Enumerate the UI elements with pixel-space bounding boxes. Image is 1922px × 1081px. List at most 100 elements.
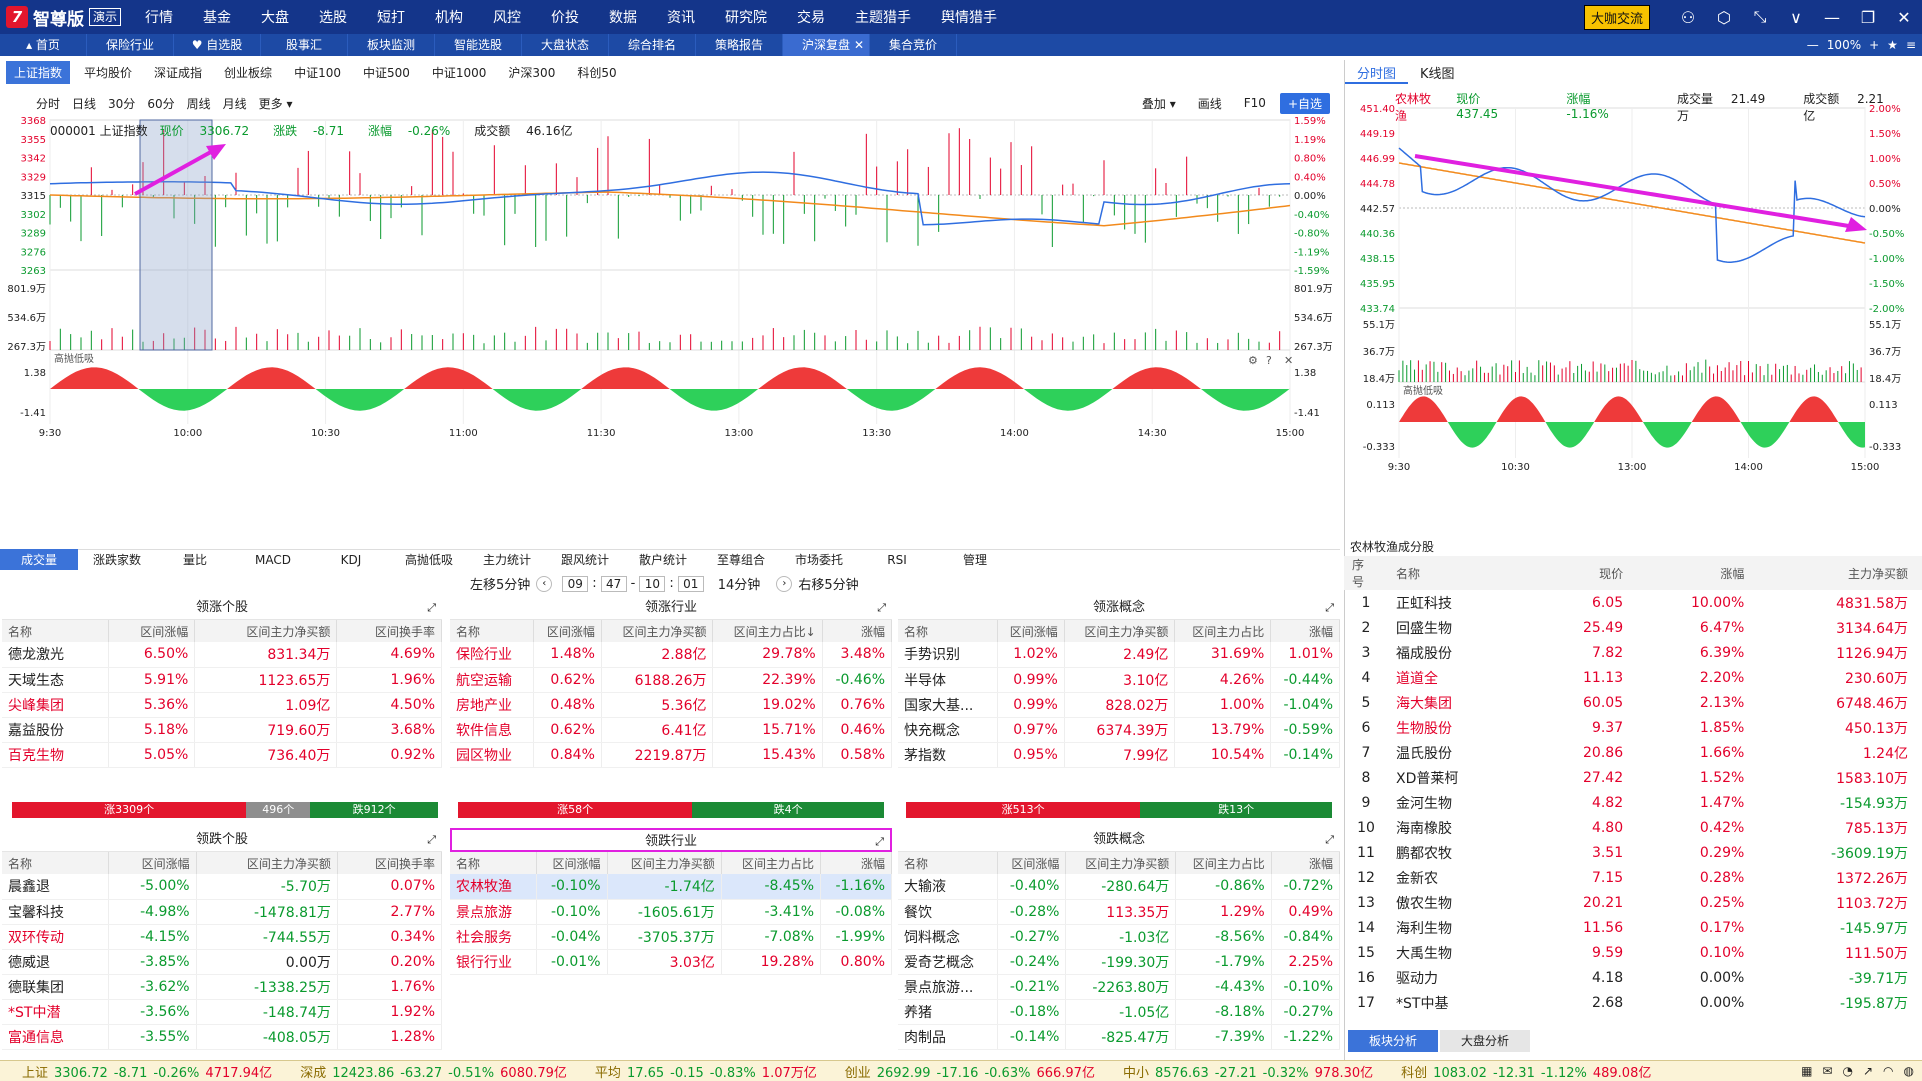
menu-item[interactable]: 风控: [493, 10, 522, 26]
zoom-out-icon[interactable]: —: [1806, 38, 1819, 52]
column-header[interactable]: 名称: [2, 852, 109, 874]
index-tab[interactable]: 沪深300: [508, 65, 556, 80]
table-row[interactable]: 房地产业 0.48% 5.36亿 19.02% 0.76%: [450, 692, 893, 718]
shift-right-icon[interactable]: ›: [776, 575, 793, 592]
selected-range[interactable]: [139, 119, 213, 351]
status-index[interactable]: 中小 8576.63 -27.21 -0.32% 978.30亿: [1123, 1062, 1379, 1081]
menu-item[interactable]: 主题猎手: [855, 10, 912, 26]
f10-button[interactable]: F10: [1243, 96, 1266, 110]
indicator-tab[interactable]: KDJ: [340, 552, 362, 567]
menu-item[interactable]: 短打: [377, 10, 406, 26]
tab-item[interactable]: ♥ 自选股: [174, 34, 261, 56]
pin-icon[interactable]: ⤡: [1753, 7, 1767, 26]
tab-item[interactable]: 策略报告: [696, 34, 783, 56]
column-header[interactable]: 涨幅: [1270, 620, 1340, 642]
table-row[interactable]: 尖峰集团 5.36% 1.09亿 4.50%: [2, 692, 442, 718]
table-row[interactable]: 茅指数 0.95% 7.99亿 10.54% -0.14%: [898, 742, 1340, 768]
minimize-icon[interactable]: ∨: [1790, 7, 1802, 27]
indicator-tab[interactable]: RSI: [887, 552, 907, 567]
table-row[interactable]: 12 金新农 7.15 0.28% 1372.26万: [1344, 865, 1922, 890]
period-tab[interactable]: 月线: [223, 95, 247, 112]
start-hour[interactable]: 09: [562, 575, 589, 592]
column-header[interactable]: 序号: [1344, 556, 1388, 590]
table-row[interactable]: 17 *ST中基 2.68 0.00% -195.87万: [1344, 990, 1922, 1015]
table-row[interactable]: 4 道道全 11.13 2.20% 230.60万: [1344, 665, 1922, 690]
column-header[interactable]: 区间换手率: [337, 852, 443, 874]
restore-icon[interactable]: ❐: [1860, 7, 1876, 27]
table-row[interactable]: 11 鹏都农牧 3.51 0.29% -3609.19万: [1344, 840, 1922, 865]
table-row[interactable]: 社会服务 -0.04% -3705.37万 -7.08% -1.99%: [450, 924, 892, 950]
shift-right-label[interactable]: 右移5分钟: [798, 578, 859, 593]
user-icon[interactable]: ⚇: [1680, 7, 1696, 27]
overlay-dropdown[interactable]: 叠加 ▾: [1141, 96, 1176, 111]
table-row[interactable]: 爱奇艺概念 -0.24% -199.30万 -1.79% 2.25%: [898, 949, 1341, 975]
tab-item[interactable]: 智能选股: [435, 34, 522, 56]
app-logo[interactable]: 7 智尊版 演示: [0, 0, 129, 34]
column-header[interactable]: 区间涨幅: [997, 620, 1065, 642]
table-row[interactable]: 14 海利生物 11.56 0.17% -145.97万: [1344, 915, 1922, 940]
index-tab[interactable]: 中证500: [362, 65, 410, 80]
table-row[interactable]: 德联集团 -3.62% -1338.25万 1.76%: [2, 974, 443, 1000]
expand-icon[interactable]: ⤢: [1325, 601, 1334, 614]
indicator-tab[interactable]: 成交量: [0, 549, 78, 570]
indicator-tab[interactable]: 管理: [962, 553, 987, 567]
column-header[interactable]: 涨幅: [1637, 556, 1759, 590]
table-row[interactable]: 8 XD普莱柯 27.42 1.52% 1583.10万: [1344, 765, 1922, 790]
menu-item[interactable]: 数据: [609, 10, 638, 26]
wifi-icon[interactable]: ◠: [1883, 1064, 1894, 1078]
star-icon[interactable]: ★: [1887, 38, 1898, 52]
column-header[interactable]: 区间换手率: [336, 620, 442, 642]
tab-item[interactable]: ▴ 首页: [0, 34, 87, 56]
column-header[interactable]: 区间主力占比: [1174, 620, 1272, 642]
period-tab[interactable]: 更多 ▾: [259, 95, 293, 112]
table-row[interactable]: 晨鑫退 -5.00% -5.70万 0.07%: [2, 874, 443, 900]
column-header[interactable]: 名称: [450, 620, 535, 642]
status-index[interactable]: 平均 17.65 -0.15 -0.83% 1.07万亿: [595, 1062, 823, 1081]
indicator-tab[interactable]: 涨跌家数: [92, 553, 141, 567]
table-row[interactable]: 天域生态 5.91% 1123.65万 1.96%: [2, 667, 442, 693]
period-tab[interactable]: 周线: [187, 95, 211, 112]
table-row[interactable]: *ST中潜 -3.56% -148.74万 1.92%: [2, 999, 443, 1025]
expand-icon[interactable]: ⤢: [427, 601, 436, 614]
table-row[interactable]: 快充概念 0.97% 6374.39万 13.79% -0.59%: [898, 717, 1340, 743]
settings-icon[interactable]: ⬡: [1717, 7, 1731, 27]
table-row[interactable]: 手势识别 1.02% 2.49亿 31.69% 1.01%: [898, 642, 1340, 668]
table-row[interactable]: 饲料概念 -0.27% -1.03亿 -8.56% -0.84%: [898, 924, 1341, 950]
table-row[interactable]: 15 大禹生物 9.59 0.10% 111.50万: [1344, 940, 1922, 965]
add-watchlist-button[interactable]: +自选: [1279, 92, 1330, 114]
menu-item[interactable]: 行情: [145, 10, 174, 26]
column-header[interactable]: 名称: [2, 620, 110, 642]
bigshot-button[interactable]: 大咖交流: [1583, 4, 1650, 30]
table-row[interactable]: 宝馨科技 -4.98% -1478.81万 2.77%: [2, 899, 443, 925]
table-row[interactable]: 富通信息 -3.55% -408.05万 1.28%: [2, 1024, 443, 1050]
index-tab[interactable]: 中证100: [294, 65, 341, 80]
tab-item[interactable]: 综合排名: [609, 34, 696, 56]
column-header[interactable]: 区间主力净买额: [601, 620, 714, 642]
min-window-icon[interactable]: —: [1824, 7, 1840, 27]
close-icon[interactable]: ✕: [1897, 7, 1911, 27]
tab-item[interactable]: 保险行业: [87, 34, 174, 56]
menu-item[interactable]: 基金: [203, 10, 232, 26]
table-row[interactable]: 农林牧渔 -0.10% -1.74亿 -8.45% -1.16%: [450, 874, 892, 900]
index-tab[interactable]: 科创50: [577, 65, 617, 80]
table-row[interactable]: 半导体 0.99% 3.10亿 4.26% -0.44%: [898, 667, 1340, 693]
table-row[interactable]: 景点旅游 -0.10% -1605.61万 -3.41% -0.08%: [450, 899, 892, 925]
menu-item[interactable]: 大盘: [261, 10, 290, 26]
index-tab[interactable]: 中证1000: [431, 65, 487, 80]
column-header[interactable]: 名称: [898, 620, 998, 642]
message-icon[interactable]: ✉: [1822, 1064, 1833, 1078]
table-row[interactable]: 10 海南橡胶 4.80 0.42% 785.13万: [1344, 815, 1922, 840]
tab-item[interactable]: 股事汇: [261, 34, 348, 56]
indicator-tab[interactable]: 主力统计: [482, 553, 531, 567]
column-header[interactable]: 名称: [898, 852, 999, 874]
close-icon[interactable]: ✕: [1284, 354, 1293, 367]
index-tab[interactable]: 上证指数: [6, 60, 71, 84]
main-intraday-chart[interactable]: 3368 1.59% 3355 1.19% 3342 0.80% 3329 0.40% 3315…: [0, 114, 1340, 544]
expand-icon[interactable]: ⤢: [875, 835, 884, 848]
index-tab[interactable]: 深证成指: [154, 65, 203, 80]
indicator-tab[interactable]: 跟风统计: [560, 553, 609, 567]
menu-item[interactable]: 选股: [319, 10, 348, 26]
table-row[interactable]: 景点旅游... -0.21% -2263.80万 -4.43% -0.10%: [898, 974, 1341, 1000]
index-tab[interactable]: 创业板综: [224, 65, 273, 80]
table-row[interactable]: 6 生物股份 9.37 1.85% 450.13万: [1344, 715, 1922, 740]
